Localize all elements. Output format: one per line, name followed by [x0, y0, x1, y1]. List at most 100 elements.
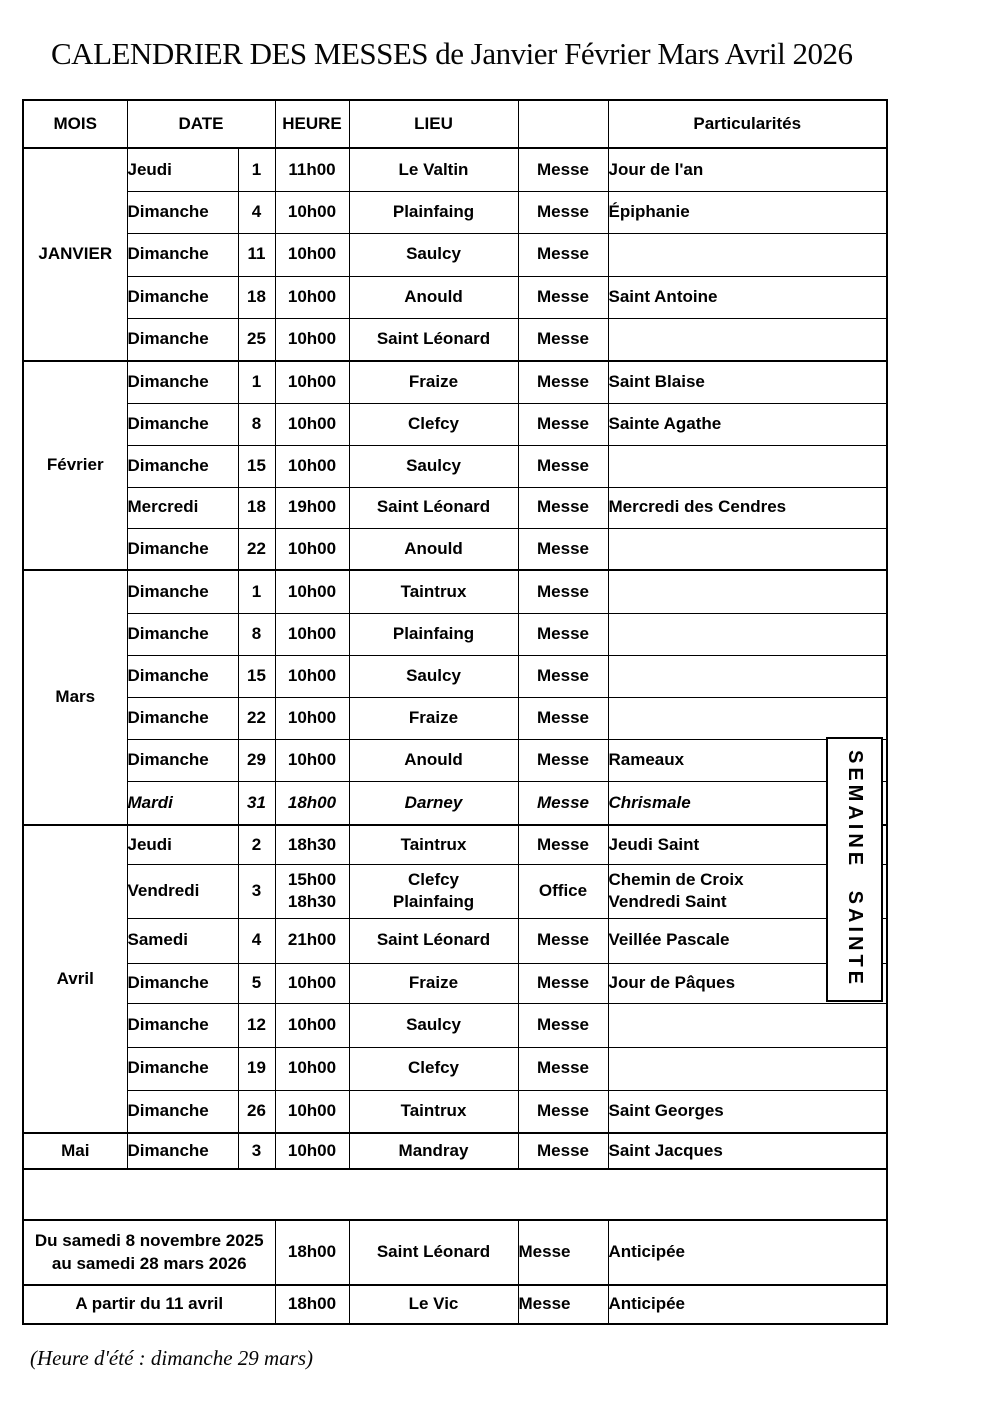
- month-cell-janvier: JANVIER: [22, 147, 128, 362]
- table-row: Dimanche 25 10h00 Saint Léonard Messe: [23, 317, 888, 362]
- cell-particularites: [607, 696, 888, 740]
- cell-date-num: 18: [237, 486, 276, 529]
- cell-heure: 10h00: [274, 654, 350, 698]
- cell-particularites: Saint Georges: [607, 1089, 888, 1134]
- table-row: Dimanche 5 10h00 Fraize Messe Jour de Pâ…: [23, 962, 888, 1004]
- cell-particularites: Saint Jacques: [607, 1132, 888, 1170]
- cell-type: Messe: [517, 738, 609, 782]
- cell-type: Messe: [517, 1046, 609, 1091]
- anticipated-row: A partir du 11 avril 18h00 Le Vic Messe …: [22, 1284, 888, 1325]
- cell-day: Dimanche: [126, 612, 239, 656]
- cell-heure: 10h00: [274, 738, 350, 782]
- cell-day: Mercredi: [126, 486, 239, 529]
- cell-lieu: Anould: [348, 527, 519, 571]
- cell-particularites: [607, 569, 888, 614]
- table-row: Dimanche 11 10h00 Saulcy Messe: [23, 232, 888, 277]
- cell-period-label: Du samedi 8 novembre 2025 au samedi 28 m…: [22, 1219, 276, 1286]
- cell-day: Dimanche: [126, 654, 239, 698]
- cell-date-num: 31: [237, 780, 276, 826]
- cell-date-num: 5: [237, 962, 276, 1004]
- cell-lieu: Saulcy: [348, 232, 519, 277]
- cell-heure: 10h00: [274, 232, 350, 277]
- cell-lieu: Saulcy: [348, 444, 519, 488]
- cell-particularites: [607, 232, 888, 277]
- cell-heure: 10h00: [274, 190, 350, 234]
- table-row: Mardi 31 18h00 Darney Messe Chrismale: [23, 780, 888, 826]
- cell-day: Dimanche: [126, 232, 239, 277]
- table-row: Dimanche 22 10h00 Fraize Messe: [23, 696, 888, 740]
- cell-heure: 19h00: [274, 486, 350, 529]
- cell-day: Dimanche: [126, 569, 239, 614]
- cell-date-num: 2: [237, 824, 276, 865]
- table-row: Avril Jeudi 2 18h30 Taintrux Messe Jeudi…: [22, 824, 888, 1134]
- cell-lieu: Plainfaing: [348, 190, 519, 234]
- table-row: Dimanche 15 10h00 Saulcy Messe: [23, 444, 888, 488]
- cell-lieu: Saint Léonard: [348, 317, 519, 362]
- cell-day: Dimanche: [126, 527, 239, 571]
- header-date: DATE: [126, 99, 276, 149]
- cell-lieu: Saint Léonard: [348, 917, 519, 964]
- month-cell-mai: Mai: [22, 1132, 128, 1170]
- cell-heure: 10h00: [274, 696, 350, 740]
- cell-lieu: Saint Léonard: [348, 1219, 519, 1286]
- cell-day: Dimanche: [126, 402, 239, 446]
- cell-type: Messe: [517, 275, 609, 319]
- cell-lieu: Plainfaing: [348, 612, 519, 656]
- cell-day: Jeudi: [126, 147, 239, 192]
- cell-lieu: Clefcy: [348, 402, 519, 446]
- cell-particularites: [607, 654, 888, 698]
- cell-heure: 10h00: [274, 402, 350, 446]
- cell-date-num: 11: [237, 232, 276, 277]
- table-row: Mercredi 18 19h00 Saint Léonard Messe Me…: [23, 486, 888, 529]
- cell-heure: 10h00: [274, 1002, 350, 1048]
- cell-heure: 10h00: [274, 1132, 350, 1170]
- table-row: Dimanche 29 10h00 Anould Messe Rameaux: [23, 738, 888, 782]
- cell-day: Dimanche: [126, 444, 239, 488]
- cell-type: Messe: [517, 962, 609, 1004]
- cell-day: Dimanche: [126, 317, 239, 362]
- cell-lieu: Anould: [348, 275, 519, 319]
- cell-type: Messe: [517, 402, 609, 446]
- cell-type: Messe: [517, 190, 609, 234]
- cell-type: Messe: [517, 612, 609, 656]
- month-cell-avril: Avril: [22, 824, 128, 1134]
- cell-heure: 10h00: [274, 569, 350, 614]
- cell-type: Messe: [517, 317, 609, 362]
- cell-heure: 10h00: [274, 612, 350, 656]
- cell-date-num: 8: [237, 402, 276, 446]
- cell-date-num: 19: [237, 1046, 276, 1091]
- cell-heure: 10h00: [274, 962, 350, 1004]
- table-row: Dimanche 8 10h00 Clefcy Messe Sainte Aga…: [23, 402, 888, 446]
- table-row: Dimanche 22 10h00 Anould Messe: [23, 527, 888, 571]
- cell-particularites: Épiphanie: [607, 190, 888, 234]
- cell-date-num: 22: [237, 527, 276, 571]
- cell-lieu: Taintrux: [348, 569, 519, 614]
- cell-lieu: Taintrux: [348, 1089, 519, 1134]
- cell-date-num: 25: [237, 317, 276, 362]
- cell-particularites: [607, 527, 888, 571]
- cell-date-num: 1: [237, 360, 276, 404]
- cell-type: Messe: [517, 444, 609, 488]
- month-cell-fevrier: Février: [22, 360, 128, 571]
- cell-heure: 10h00: [274, 527, 350, 571]
- cell-date-num: 4: [237, 917, 276, 964]
- cell-type: Messe: [517, 1002, 609, 1048]
- summer-time-footnote: (Heure d'été : dimanche 29 mars): [30, 1346, 314, 1370]
- cell-date-num: 3: [237, 863, 276, 919]
- cell-type: Messe: [517, 569, 609, 614]
- cell-particularites: Anticipée: [607, 1219, 888, 1286]
- cell-type: Messe: [517, 486, 609, 529]
- table-row: Dimanche 19 10h00 Clefcy Messe: [23, 1046, 888, 1091]
- cell-heure: 10h00: [274, 317, 350, 362]
- cell-type: Messe: [517, 527, 609, 571]
- cell-lieu: Taintrux: [348, 824, 519, 865]
- cell-particularites: Anticipée: [607, 1284, 888, 1325]
- cell-period-label: A partir du 11 avril: [22, 1284, 276, 1325]
- cell-date-num: 15: [237, 444, 276, 488]
- cell-day: Dimanche: [126, 1046, 239, 1091]
- header-row: MOIS DATE HEURE LIEU Particularités: [22, 99, 888, 149]
- cell-type: Messe: [517, 824, 609, 865]
- cell-particularites: [607, 1002, 888, 1048]
- cell-particularites: Mercredi des Cendres: [607, 486, 888, 529]
- semaine-sainte-label: SEMAINE SAINTE: [844, 750, 866, 989]
